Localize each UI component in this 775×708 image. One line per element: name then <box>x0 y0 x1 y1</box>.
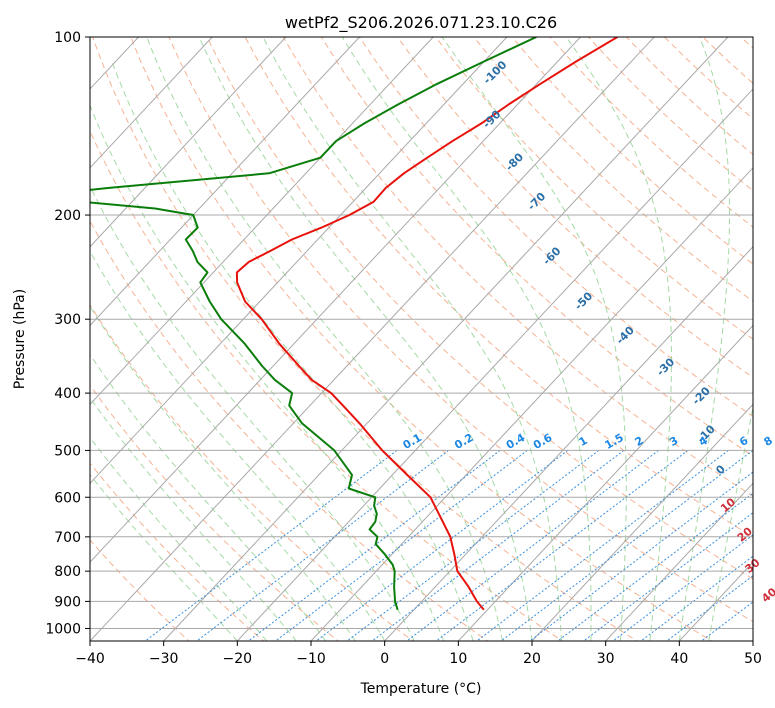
moist-adiabat <box>146 37 503 641</box>
x-tick-label: 40 <box>670 651 688 667</box>
y-axis-ticks: 100 200 300 400 500 600 700 800 900 1000 <box>45 30 90 637</box>
y-tick-label: 200 <box>54 208 81 224</box>
dry-adiabat <box>359 37 753 417</box>
profile-lines <box>90 37 618 611</box>
y-tick-label: 400 <box>54 386 81 402</box>
moist-adiabat <box>678 37 731 641</box>
plot-background <box>90 37 753 641</box>
dewpoint-profile-line <box>90 37 537 611</box>
dry-adiabat-label: 40 <box>759 585 775 605</box>
moist-adiabat <box>441 37 627 641</box>
isotherm <box>90 37 213 169</box>
background-lines <box>0 37 753 641</box>
mixing-ratio-line <box>144 450 398 641</box>
mixing-ratio-line <box>371 450 625 641</box>
plot-frame <box>89 36 754 642</box>
dry-adiabat <box>435 37 753 340</box>
y-tick-label: 700 <box>54 530 81 546</box>
mixing-ratio-line <box>529 471 753 641</box>
temperature-profile-line <box>235 37 618 611</box>
y-tick-label: 100 <box>54 30 81 46</box>
isotherm <box>0 37 65 641</box>
dry-adiabat <box>92 37 638 641</box>
x-tick-label: −40 <box>75 651 105 667</box>
isotherm <box>90 37 655 641</box>
y-axis-title: Pressure (hPa) <box>12 289 28 389</box>
y-tick-label: 500 <box>54 443 81 459</box>
x-tick-label: 10 <box>449 651 467 667</box>
mixing-ratio-line <box>612 534 753 641</box>
isotherm <box>90 37 508 485</box>
moist-adiabat <box>708 405 753 641</box>
moist-adiabat <box>262 37 562 641</box>
moist-adiabat <box>90 396 297 641</box>
x-tick-label: −30 <box>149 651 179 667</box>
mixing-ratio-line <box>196 450 449 641</box>
mixing-ratio-line <box>557 492 753 641</box>
isotherm <box>90 37 360 327</box>
x-tick-label: −20 <box>223 651 253 667</box>
pressure-gridlines <box>90 37 753 629</box>
dry-adiabat <box>282 37 753 497</box>
chart-title: wetPf2_S206.2026.071.23.10.C26 <box>285 13 557 33</box>
isotherm <box>531 403 753 641</box>
isotherm <box>90 37 434 406</box>
y-tick-label: 800 <box>54 564 81 580</box>
moist-adiabat <box>90 473 238 641</box>
isotherm <box>90 37 581 563</box>
x-tick-label: 30 <box>597 651 615 667</box>
x-tick-label: 0 <box>380 651 389 667</box>
mixing-ratio-line <box>500 450 753 641</box>
mixing-ratio-line <box>476 450 729 641</box>
mixing-ratio-label: 8 <box>762 434 775 449</box>
mixing-ratio-line <box>248 450 501 641</box>
y-tick-label: 600 <box>54 490 81 506</box>
x-axis-ticks: −40 −30 −20 −10 0 10 20 30 40 50 <box>75 641 762 667</box>
isotherm <box>605 482 753 641</box>
moist-adiabat <box>565 37 672 641</box>
y-tick-label: 300 <box>54 312 81 328</box>
y-tick-label: 900 <box>54 594 81 610</box>
moist-adiabat <box>90 185 415 641</box>
isotherm <box>310 167 753 641</box>
x-axis-title: Temperature (°C) <box>360 681 482 697</box>
isotherm <box>752 640 753 641</box>
x-tick-label: 20 <box>523 651 541 667</box>
moist-adiabat <box>198 37 533 641</box>
mixing-ratio-line <box>583 512 753 641</box>
dry-adiabat <box>206 37 753 580</box>
isotherm <box>457 324 753 641</box>
moist-adiabat <box>90 305 356 641</box>
moist-adiabat <box>111 61 474 641</box>
x-tick-label: 50 <box>744 651 762 667</box>
y-tick-label: 1000 <box>45 621 81 637</box>
dry-adiabat <box>320 37 753 457</box>
moist-adiabat <box>341 37 592 641</box>
mixing-ratio-line <box>315 450 569 641</box>
mixing-ratio-line <box>435 450 689 641</box>
mixing-ratio-line <box>275 450 528 641</box>
dry-adiabat <box>397 37 753 379</box>
mixing-ratio-line <box>406 450 659 641</box>
isotherm <box>163 37 729 641</box>
isotherm <box>384 245 753 641</box>
dry-adiabat <box>130 37 713 641</box>
mixing-ratio-line <box>346 450 600 641</box>
moist-adiabat <box>90 353 327 641</box>
dry-adiabat <box>244 37 753 538</box>
x-tick-label: −10 <box>296 651 326 667</box>
isotherm <box>90 37 287 248</box>
isotherm <box>236 88 753 641</box>
